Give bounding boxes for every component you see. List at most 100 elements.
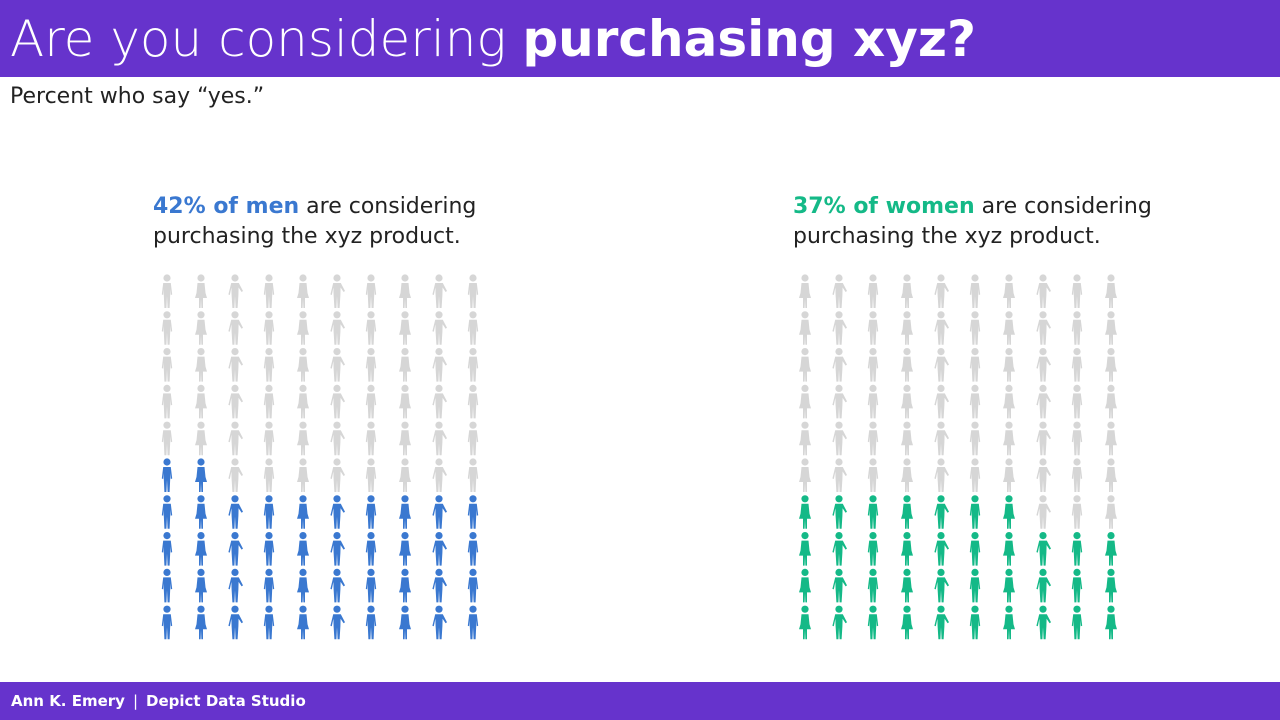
- women-person-icon-no: [934, 421, 949, 456]
- women-person-icon-yes: [1003, 568, 1015, 603]
- men-person-icon-no: [228, 421, 243, 456]
- women-person-icon-yes: [799, 532, 811, 566]
- men-person-icon-no: [467, 348, 479, 382]
- men-person-icon-yes: [195, 605, 207, 640]
- men-person-icon-yes: [297, 568, 309, 603]
- women-person-icon-no: [1036, 495, 1051, 529]
- women-pictogram: [799, 274, 1117, 640]
- men-person-icon-yes: [161, 605, 173, 640]
- men-person-icon-no: [432, 421, 447, 456]
- men-person-icon-yes: [432, 568, 447, 603]
- women-person-icon-no: [799, 274, 811, 308]
- men-person-icon-no: [365, 458, 377, 492]
- women-person-icon-yes: [799, 568, 811, 603]
- women-person-icon-no: [969, 274, 981, 308]
- women-person-icon-yes: [867, 605, 879, 640]
- women-person-icon-yes: [1036, 605, 1051, 640]
- women-person-icon-yes: [934, 532, 949, 566]
- women-person-icon-no: [832, 421, 847, 456]
- women-person-icon-yes: [799, 495, 811, 529]
- men-person-icon-no: [297, 274, 309, 308]
- men-person-icon-no: [161, 384, 173, 419]
- women-person-icon-yes: [1036, 532, 1051, 566]
- men-person-icon-no: [297, 384, 309, 419]
- women-person-icon-no: [934, 384, 949, 419]
- men-person-icon-no: [263, 348, 275, 382]
- women-person-icon-no: [1071, 311, 1083, 345]
- men-person-icon-yes: [195, 532, 207, 566]
- men-person-icon-yes: [432, 605, 447, 640]
- women-person-icon-no: [832, 348, 847, 382]
- men-person-icon-no: [297, 348, 309, 382]
- men-person-icon-yes: [365, 532, 377, 566]
- men-person-icon-yes: [432, 532, 447, 566]
- women-person-icon-no: [901, 311, 913, 345]
- men-person-icon-no: [195, 421, 207, 456]
- men-person-icon-no: [330, 311, 345, 345]
- women-person-icon-no: [1036, 348, 1051, 382]
- men-person-icon-yes: [228, 495, 243, 529]
- men-person-icon-yes: [297, 495, 309, 529]
- women-person-icon-no: [901, 348, 913, 382]
- women-person-icon-yes: [1105, 568, 1117, 603]
- men-person-icon-no: [467, 311, 479, 345]
- women-person-icon-no: [799, 384, 811, 419]
- men-person-icon-yes: [467, 495, 479, 529]
- women-person-icon-yes: [1071, 605, 1083, 640]
- women-person-icon-yes: [1071, 532, 1083, 566]
- men-person-icon-yes: [161, 458, 173, 492]
- men-person-icon-no: [399, 421, 411, 456]
- men-person-icon-yes: [365, 605, 377, 640]
- men-person-icon-no: [297, 458, 309, 492]
- women-person-icon-no: [1036, 311, 1051, 345]
- women-person-icon-no: [1105, 384, 1117, 419]
- men-person-icon-no: [195, 274, 207, 308]
- women-panel-label: 37% of women are considering purchasing …: [793, 192, 1213, 252]
- women-person-icon-no: [867, 384, 879, 419]
- men-person-icon-no: [365, 421, 377, 456]
- women-person-icon-no: [901, 421, 913, 456]
- women-label-text: are considering purchasing the xyz produ…: [793, 194, 1152, 249]
- men-person-icon-no: [467, 384, 479, 419]
- women-person-icon-no: [1036, 274, 1051, 308]
- men-person-icon-yes: [467, 605, 479, 640]
- women-person-icon-yes: [1003, 605, 1015, 640]
- women-person-icon-no: [934, 274, 949, 308]
- women-person-icon-yes: [969, 532, 981, 566]
- men-person-icon-yes: [365, 495, 377, 529]
- men-person-icon-yes: [399, 495, 411, 529]
- men-person-icon-yes: [330, 532, 345, 566]
- women-person-icon-no: [1105, 348, 1117, 382]
- women-person-icon-no: [1003, 311, 1015, 345]
- women-person-icon-no: [867, 274, 879, 308]
- men-person-icon-no: [432, 458, 447, 492]
- women-person-icon-no: [867, 311, 879, 345]
- women-person-icon-no: [799, 311, 811, 345]
- men-person-icon-no: [263, 421, 275, 456]
- women-person-icon-no: [934, 311, 949, 345]
- men-label-text: are considering purchasing the xyz produ…: [153, 194, 477, 249]
- women-person-icon-no: [1071, 348, 1083, 382]
- men-person-icon-no: [365, 274, 377, 308]
- women-person-icon-yes: [969, 605, 981, 640]
- women-person-icon-yes: [934, 568, 949, 603]
- women-person-icon-no: [969, 384, 981, 419]
- women-person-icon-no: [969, 458, 981, 492]
- men-person-icon-no: [432, 384, 447, 419]
- men-person-icon-no: [399, 311, 411, 345]
- men-person-icon-yes: [399, 605, 411, 640]
- women-person-icon-yes: [832, 532, 847, 566]
- women-person-icon-no: [867, 348, 879, 382]
- women-person-icon-no: [969, 348, 981, 382]
- women-person-icon-yes: [1003, 532, 1015, 566]
- women-highlight-text: 37% of women: [793, 194, 975, 219]
- men-person-icon-no: [161, 274, 173, 308]
- men-person-icon-no: [195, 384, 207, 419]
- women-person-icon-no: [1071, 495, 1083, 529]
- men-person-icon-no: [263, 384, 275, 419]
- women-person-icon-no: [1071, 421, 1083, 456]
- men-person-icon-yes: [263, 568, 275, 603]
- men-person-icon-no: [297, 421, 309, 456]
- women-person-icon-no: [799, 421, 811, 456]
- women-person-icon-yes: [1036, 568, 1051, 603]
